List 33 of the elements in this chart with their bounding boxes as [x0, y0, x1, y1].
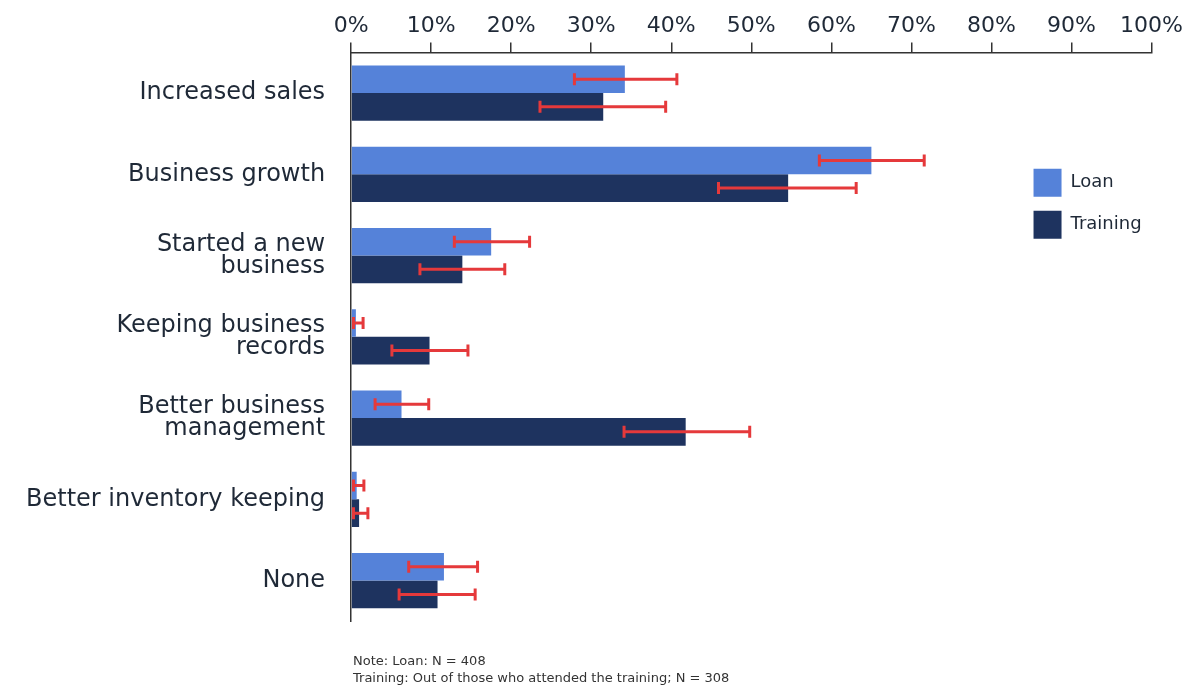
- x-tick-label: 80%: [967, 11, 1016, 37]
- y-tick-label: Keeping business records: [116, 310, 326, 360]
- x-tick-label: 100%: [1120, 11, 1184, 37]
- bar: [351, 336, 430, 365]
- y-tick-label: None: [262, 564, 326, 593]
- x-tick-label: 90%: [1047, 11, 1096, 37]
- bar: [351, 65, 625, 94]
- x-tick-label: 60%: [806, 11, 856, 37]
- y-tick-label: Better inventory keeping: [25, 483, 326, 512]
- y-tick-label: Increased sales: [139, 77, 326, 106]
- bar: [351, 93, 604, 121]
- text: Note: Loan: N = 408: [353, 652, 487, 669]
- x-tick-label: 20%: [486, 11, 536, 37]
- bar: [351, 146, 872, 175]
- y-tick-label: Business growth: [128, 158, 326, 187]
- y-tick-label: Better business management: [138, 391, 326, 442]
- bar: [351, 227, 492, 256]
- x-tick-label: 70%: [886, 11, 936, 37]
- y-tick-label: Started a new business: [156, 228, 326, 279]
- x-tick-label: 50%: [726, 11, 776, 37]
- bar: [351, 255, 463, 284]
- x-tick-label: 30%: [566, 11, 616, 37]
- text: Training: Out of those who attended the training; N = 308: [353, 669, 730, 686]
- bar: [351, 390, 402, 419]
- bar: [351, 580, 438, 609]
- legend-label: Training: [1069, 212, 1142, 234]
- x-tick-label: 0%: [333, 11, 369, 37]
- x-tick-label: 10%: [406, 11, 456, 37]
- bar: [351, 418, 686, 446]
- legend-label: Loan: [1070, 170, 1114, 192]
- x-tick-label: 40%: [646, 11, 696, 37]
- bar: [351, 174, 789, 202]
- bar: [351, 552, 444, 581]
